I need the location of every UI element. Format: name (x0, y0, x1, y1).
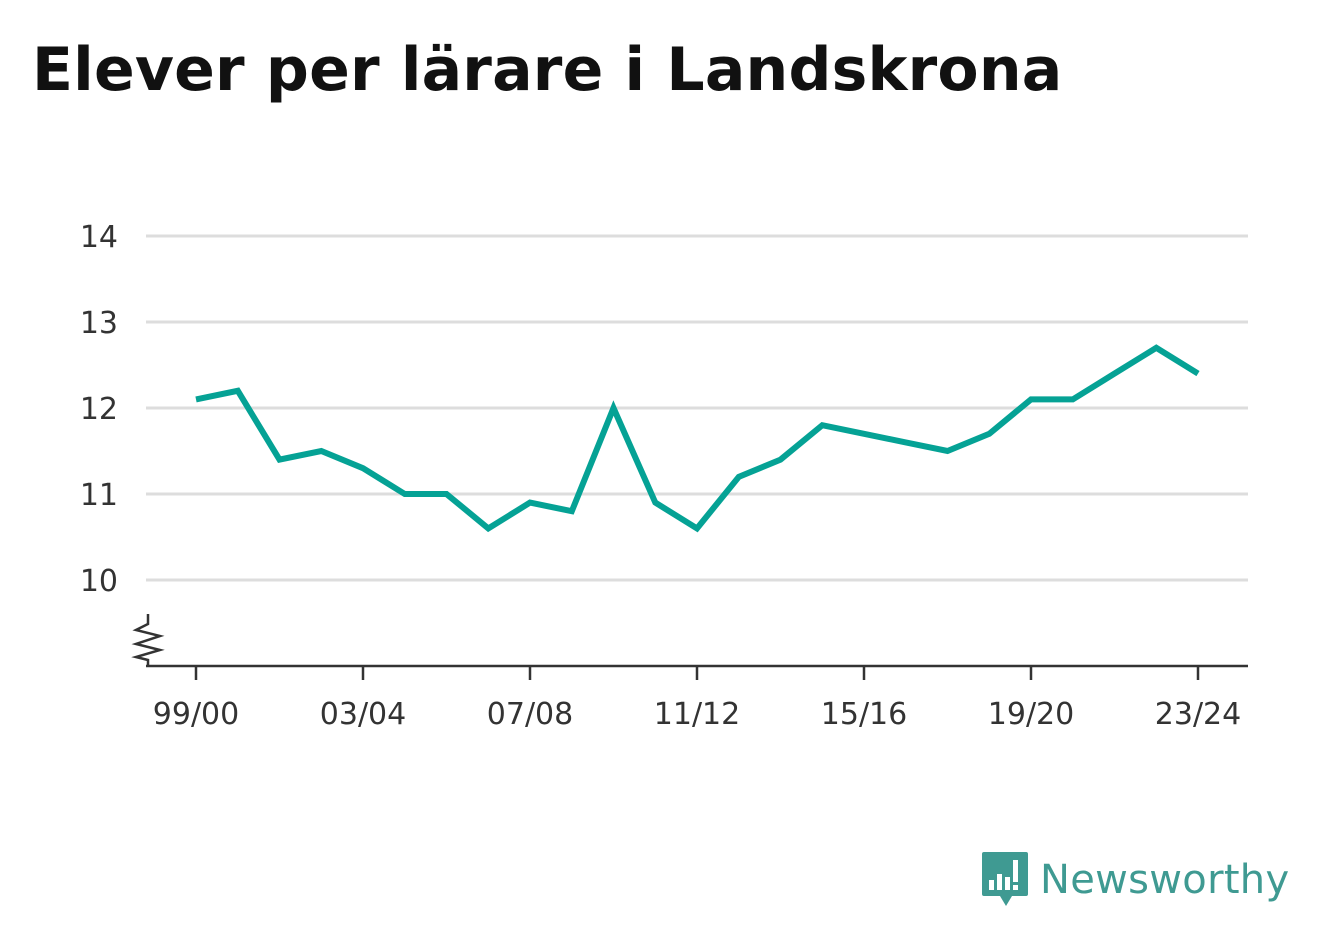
axis-break-icon (131, 614, 165, 666)
y-tick-label: 10 (80, 564, 118, 599)
x-tick-label: 03/04 (320, 697, 406, 732)
x-tick-label: 07/08 (487, 697, 573, 732)
y-tick-label: 14 (80, 220, 118, 255)
series-line (195, 344, 1200, 533)
x-tick-label: 23/24 (1155, 697, 1241, 732)
gridlines (146, 234, 1248, 582)
y-tick-label: 12 (80, 392, 118, 427)
chart-title: Elever per lärare i Landskrona (32, 35, 1063, 105)
x-tick-label: 99/00 (153, 697, 239, 732)
y-tick-label: 13 (80, 306, 118, 341)
x-axis: 99/00 03/04 07/08 11/12 15/16 19/20 23/24 (131, 614, 1248, 732)
brand-name: Newsworthy (1040, 857, 1290, 903)
y-tick-label: 11 (80, 478, 118, 513)
x-tick-label: 11/12 (654, 697, 740, 732)
bar-chart-speech-icon (982, 852, 1028, 906)
series-group (195, 344, 1200, 533)
y-axis-ticks: 10 11 12 13 14 (80, 220, 118, 599)
x-tick-label: 15/16 (821, 697, 907, 732)
newsworthy-logo: Newsworthy (980, 850, 1289, 910)
x-tick-label: 19/20 (988, 697, 1074, 732)
